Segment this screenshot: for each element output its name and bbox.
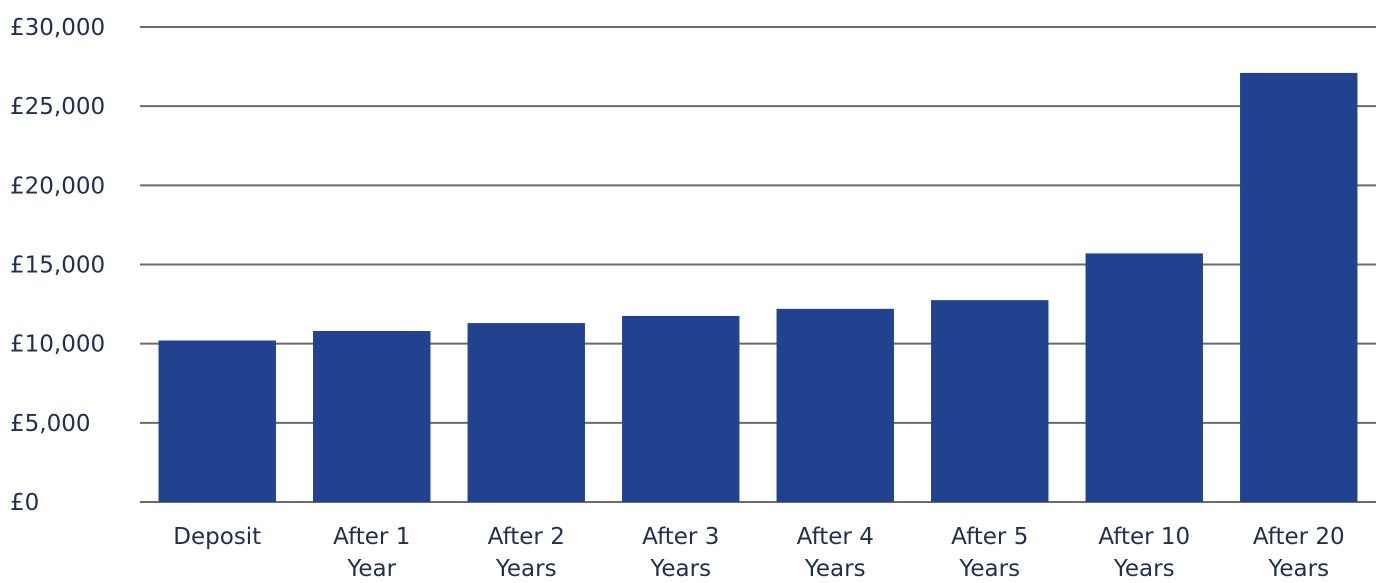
x-tick-label: Deposit <box>173 524 261 550</box>
x-tick-label: After 1 Year <box>333 524 410 582</box>
x-tick-label: After 10 Years <box>1098 524 1190 582</box>
x-tick-label: After 3 Years <box>642 524 719 582</box>
bar <box>313 331 431 502</box>
x-tick-label: After 2 Years <box>488 524 565 582</box>
x-tick-label: After 20 Years <box>1253 524 1345 582</box>
y-tick-label: £25,000 <box>10 94 105 120</box>
bar <box>776 308 894 502</box>
y-axis-tick-labels: £0 £5,000 £10,000 £15,000 £20,000 £25,000 £30,… <box>10 15 105 516</box>
bar <box>1240 72 1358 503</box>
bar <box>1085 253 1203 502</box>
bars <box>158 72 1358 503</box>
y-tick-label: £20,000 <box>10 173 105 199</box>
y-tick-label: £30,000 <box>10 15 105 41</box>
bar <box>467 323 585 502</box>
y-tick-label: £15,000 <box>10 253 105 279</box>
bar <box>931 300 1049 502</box>
x-tick-label: After 5 Years <box>951 524 1028 582</box>
y-tick-label: £0 <box>10 490 39 516</box>
x-tick-label: After 4 Years <box>797 524 874 582</box>
bar <box>158 340 276 502</box>
x-axis-tick-labels: Deposit After 1 Year After 2 Years After 3 Yea… <box>173 524 1344 582</box>
y-tick-label: £5,000 <box>10 411 90 437</box>
y-tick-label: £10,000 <box>10 332 105 358</box>
bar <box>622 315 740 502</box>
